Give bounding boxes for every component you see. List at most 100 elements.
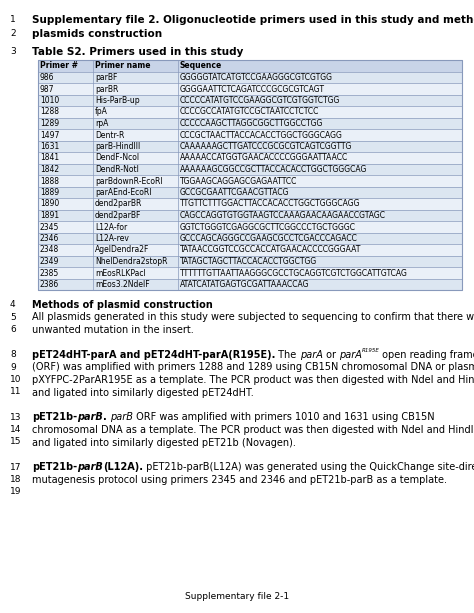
Text: Sequence: Sequence [180, 61, 222, 70]
Text: 1497: 1497 [40, 131, 59, 140]
Text: mutagenesis protocol using primers 2345 and 2346 and pET21b-parB as a template.: mutagenesis protocol using primers 2345 … [32, 475, 447, 485]
FancyBboxPatch shape [38, 83, 462, 94]
Text: pET21b-: pET21b- [32, 413, 77, 422]
Text: Methods of plasmid construction: Methods of plasmid construction [32, 300, 213, 310]
FancyBboxPatch shape [38, 244, 462, 256]
Text: GCCGCGAATTCGAACGTTACG: GCCGCGAATTCGAACGTTACG [180, 188, 290, 197]
Text: and ligated into similarly digested pET24dHT.: and ligated into similarly digested pET2… [32, 387, 254, 397]
Text: 1889: 1889 [40, 188, 59, 197]
Text: parA: parA [300, 350, 323, 360]
Text: 2346: 2346 [40, 234, 59, 243]
Text: .: . [103, 413, 107, 422]
FancyBboxPatch shape [38, 106, 462, 118]
Text: L12A-for: L12A-for [95, 223, 128, 232]
FancyBboxPatch shape [38, 256, 462, 267]
Text: Primer #: Primer # [40, 61, 78, 70]
Text: GCCCAGCAGGGCCGAAGCGCCTCGACCCAGACC: GCCCAGCAGGGCCGAAGCGCCTCGACCCAGACC [180, 234, 358, 243]
Text: CAGCCAGGTGTGGTAAGTCCAAAGAACAAGAACCGTAGC: CAGCCAGGTGTGGTAAGTCCAAAGAACAAGAACCGTAGC [180, 211, 386, 220]
Text: TTTTTTGTTAATTAAGGGCGCCTGCAGGTCGTCTGGCATTGTCAG: TTTTTTGTTAATTAAGGGCGCCTGCAGGTCGTCTGGCATT… [180, 268, 408, 278]
Text: mEos3.2NdeIF: mEos3.2NdeIF [95, 280, 150, 289]
Text: 2386: 2386 [40, 280, 59, 289]
FancyBboxPatch shape [38, 232, 462, 244]
Text: 1842: 1842 [40, 165, 59, 174]
Text: parB: parB [110, 413, 133, 422]
Text: ATATCATATGAGTGCGATTAAACCAG: ATATCATATGAGTGCGATTAAACCAG [180, 280, 310, 289]
Text: 4: 4 [10, 300, 16, 309]
Text: TGGAAGCAGGAGCGAGAATTCC: TGGAAGCAGGAGCGAGAATTCC [180, 177, 297, 186]
Text: parBF: parBF [95, 73, 118, 82]
Text: 11: 11 [10, 387, 21, 397]
FancyBboxPatch shape [38, 267, 462, 278]
FancyBboxPatch shape [38, 198, 462, 210]
Text: or: or [323, 350, 339, 360]
Text: Table S2. Primers used in this study: Table S2. Primers used in this study [32, 47, 243, 57]
Text: R195E: R195E [362, 348, 380, 352]
Text: parA: parA [339, 350, 362, 360]
Text: GGGGGTATCATGTCCGAAGGGCGTCGTGG: GGGGGTATCATGTCCGAAGGGCGTCGTGG [180, 73, 333, 82]
Text: 10: 10 [10, 375, 21, 384]
Text: rpA: rpA [95, 119, 109, 128]
Text: DendR-NotI: DendR-NotI [95, 165, 139, 174]
Text: 14: 14 [10, 425, 21, 434]
Text: mEosRLKPacI: mEosRLKPacI [95, 268, 146, 278]
FancyBboxPatch shape [38, 186, 462, 198]
Text: pET21b-parB(L12A) was generated using the QuickChange site-directed: pET21b-parB(L12A) was generated using th… [143, 462, 474, 473]
Text: 1631: 1631 [40, 142, 59, 151]
Text: ORF was amplified with primers 1010 and 1631 using CB15N: ORF was amplified with primers 1010 and … [133, 413, 434, 422]
Text: All plasmids generated in this study were subjected to sequencing to confirm tha: All plasmids generated in this study wer… [32, 313, 474, 322]
Text: fpA: fpA [95, 107, 108, 116]
Text: 986: 986 [40, 73, 55, 82]
Text: 8: 8 [10, 350, 16, 359]
Text: 6: 6 [10, 325, 16, 334]
Text: 19: 19 [10, 487, 21, 497]
Text: 2348: 2348 [40, 245, 59, 254]
Text: chromosomal DNA as a template. The PCR product was then digested with NdeI and H: chromosomal DNA as a template. The PCR p… [32, 425, 474, 435]
Text: 2349: 2349 [40, 257, 59, 266]
Text: 2: 2 [10, 29, 16, 38]
Text: 1890: 1890 [40, 199, 59, 208]
FancyBboxPatch shape [38, 72, 462, 83]
FancyBboxPatch shape [38, 164, 462, 175]
Text: dend2parBR: dend2parBR [95, 199, 143, 208]
FancyBboxPatch shape [38, 175, 462, 186]
Text: 5: 5 [10, 313, 16, 321]
Text: AAAAAAGCGGCCGCTTACCACACCTGGCTGGGCAG: AAAAAAGCGGCCGCTTACCACACCTGGCTGGGCAG [180, 165, 367, 174]
Text: pXYFPC-2ParAR195E as a template. The PCR product was then digested with NdeI and: pXYFPC-2ParAR195E as a template. The PCR… [32, 375, 474, 385]
FancyBboxPatch shape [38, 94, 462, 106]
Text: TATAGCTAGCTTACCACACCTGGCTGG: TATAGCTAGCTTACCACACCTGGCTGG [180, 257, 317, 266]
Text: pET24dHT-parA and pET24dHT-parA(R195E).: pET24dHT-parA and pET24dHT-parA(R195E). [32, 350, 275, 360]
Text: 9: 9 [10, 362, 16, 371]
FancyBboxPatch shape [38, 278, 462, 290]
Text: 2345: 2345 [40, 223, 59, 232]
Text: CCCCCAAGCTTAGGCGGCTTGGCCTGG: CCCCCAAGCTTAGGCGGCTTGGCCTGG [180, 119, 323, 128]
Text: 18: 18 [10, 475, 21, 484]
Text: parB: parB [77, 462, 103, 473]
FancyBboxPatch shape [38, 118, 462, 129]
Text: pET21b-: pET21b- [32, 462, 77, 473]
Text: (ORF) was amplified with primers 1288 and 1289 using CB15N chromosomal DNA or pl: (ORF) was amplified with primers 1288 an… [32, 362, 474, 373]
Text: The: The [275, 350, 300, 360]
Text: 987: 987 [40, 85, 55, 94]
Text: unwanted mutation in the insert.: unwanted mutation in the insert. [32, 325, 194, 335]
Text: AgeIDendra2F: AgeIDendra2F [95, 245, 149, 254]
Text: (L12A).: (L12A). [103, 462, 143, 473]
Text: plasmids construction: plasmids construction [32, 29, 162, 39]
Text: 17: 17 [10, 462, 21, 471]
Text: 3: 3 [10, 47, 16, 56]
FancyBboxPatch shape [38, 210, 462, 221]
Text: 1: 1 [10, 15, 16, 24]
Text: 2385: 2385 [40, 268, 59, 278]
FancyBboxPatch shape [38, 140, 462, 152]
Text: parBR: parBR [95, 85, 118, 94]
Text: 1289: 1289 [40, 119, 59, 128]
Text: 1891: 1891 [40, 211, 59, 220]
Text: parB-HindIII: parB-HindIII [95, 142, 140, 151]
Text: open reading frame: open reading frame [380, 350, 474, 360]
Text: 1288: 1288 [40, 107, 59, 116]
Text: parB: parB [77, 413, 103, 422]
FancyBboxPatch shape [38, 129, 462, 140]
Text: DendF-NcoI: DendF-NcoI [95, 153, 139, 162]
FancyBboxPatch shape [38, 60, 462, 72]
Text: Supplementary file 2. Oligonucleotide primers used in this study and methods of: Supplementary file 2. Oligonucleotide pr… [32, 15, 474, 25]
Text: TATAACCGGTCCGCCACCATGAACACCCCGGGAAT: TATAACCGGTCCGCCACCATGAACACCCCGGGAAT [180, 245, 361, 254]
